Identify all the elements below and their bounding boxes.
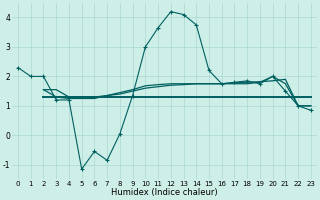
X-axis label: Humidex (Indice chaleur): Humidex (Indice chaleur) [111,188,218,197]
